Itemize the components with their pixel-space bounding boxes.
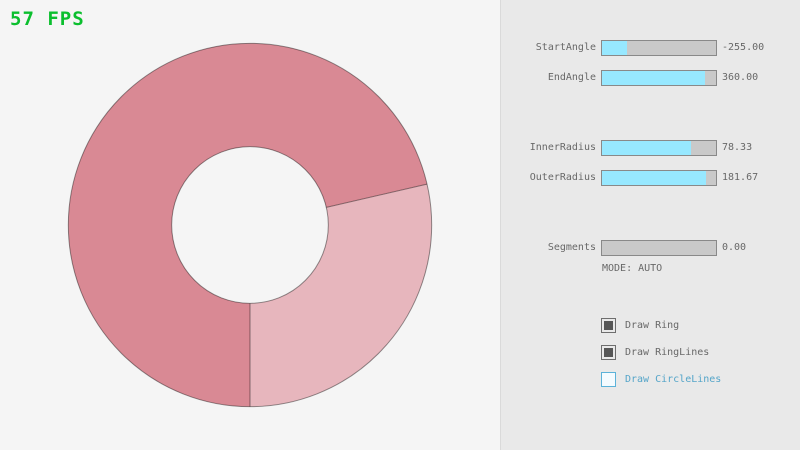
outer-radius-slider[interactable] [601,170,717,186]
checkbox-row-draw-ring: Draw Ring [601,318,800,333]
ring-sector-light [250,184,432,407]
ring-outline-inner [171,146,329,304]
segments-mode-text: MODE: AUTO [602,263,663,274]
end-angle-slider[interactable] [601,70,717,86]
slider-row-inner-radius: InnerRadius 78.33 [501,140,800,156]
checkbox-row-draw-circlelines: Draw CircleLines [601,372,800,387]
checkbox-row-draw-ringlines: Draw RingLines [601,345,800,360]
draw-circlelines-checkbox-label: Draw CircleLines [625,374,722,385]
slider-row-start-angle: StartAngle -255.00 [501,40,800,56]
inner-radius-label: InnerRadius [529,142,596,153]
inner-radius-slider[interactable] [601,140,717,156]
slider-row-end-angle: EndAngle 360.00 [501,70,800,86]
ring-sector-dark [68,43,428,407]
outer-radius-slider-fill [602,171,706,185]
checkbox-check-mark [604,348,613,357]
end-angle-slider-fill [602,71,705,85]
start-angle-slider-fill [602,41,627,55]
fps-counter: 57 FPS [10,8,85,30]
outer-radius-value: 181.67 [722,172,759,183]
draw-circlelines-checkbox[interactable] [601,372,616,387]
slider-row-segments: Segments 0.00 [501,240,800,256]
outer-radius-label: OuterRadius [529,172,596,183]
segments-slider[interactable] [601,240,717,256]
draw-ring-checkbox[interactable] [601,318,616,333]
slider-row-outer-radius: OuterRadius 181.67 [501,170,800,186]
ring-radial-line-start [326,183,428,208]
end-angle-label: EndAngle [547,72,596,83]
draw-ringlines-checkbox[interactable] [601,345,616,360]
ring-outline-outer [67,42,433,408]
checkbox-check-mark [604,321,613,330]
draw-ringlines-checkbox-label: Draw RingLines [625,347,710,358]
inner-radius-value: 78.33 [722,142,753,153]
segments-label: Segments [547,242,596,253]
segments-value: 0.00 [722,242,747,253]
end-angle-value: 360.00 [722,72,759,83]
inner-radius-slider-fill [602,141,692,155]
ring-canvas [67,42,433,408]
start-angle-slider[interactable] [601,40,717,56]
controls-panel: StartAngle -255.00 EndAngle 360.00 Inner… [500,0,800,450]
start-angle-label: StartAngle [535,42,596,53]
draw-ring-checkbox-label: Draw Ring [625,320,680,331]
start-angle-value: -255.00 [722,42,765,53]
